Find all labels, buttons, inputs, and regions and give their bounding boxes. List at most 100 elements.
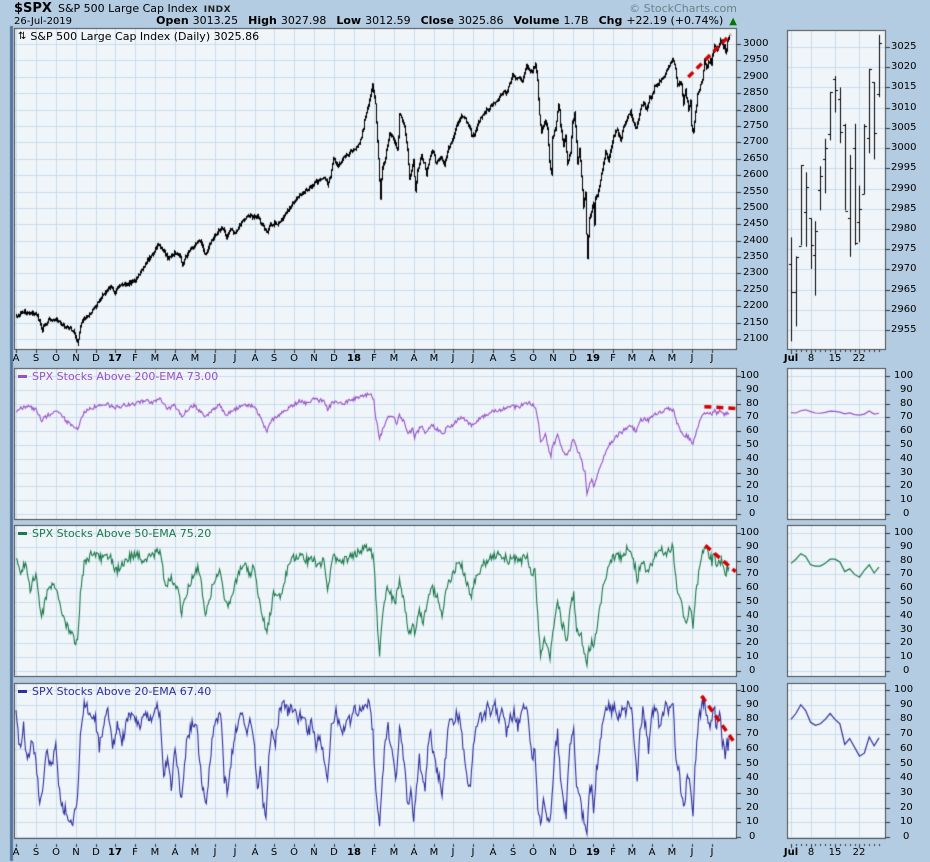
x-axis-month-label: N [549,847,557,858]
x-axis-month-label: S [270,847,278,858]
close-value: 3025.86 [458,14,504,27]
price-inset-y-axis-label: 2975 [891,243,917,254]
inset-x-axis-label: 22 [852,847,866,858]
chart-date: 26-Jul-2019 [14,16,73,27]
updown-arrows-icon: ⇅ [18,30,27,42]
above-50ema-title-text: SPX Stocks Above 50-EMA 75.20 [32,527,212,540]
x-axis-month-label: A [489,353,497,364]
low-label: Low [336,14,362,27]
indicator-y-axis-label: 40 [746,772,759,783]
price-inset-y-axis-label: 3000 [891,142,917,153]
open-label: Open [156,14,189,27]
x-axis-month-label: O [52,353,60,364]
above-50ema-title: SPX Stocks Above 50-EMA 75.20 [18,527,211,540]
indicator-inset-y-axis-label: 50 [900,439,913,450]
indicator-inset-y-axis-label: 80 [900,555,913,566]
x-axis-month-label: J [690,847,694,858]
indicator-y-axis-label: 20 [746,637,759,648]
exchange-label: INDX [203,5,232,15]
price-inset-y-axis-label: 3010 [891,102,917,113]
indicator-inset-y-axis-label: 100 [894,370,914,381]
legend-line-icon [18,532,27,535]
x-axis-month-label: M [627,847,637,858]
quote-summary: Open 3013.25 High 3027.98 Low 3012.59 Cl… [150,14,737,27]
x-axis-month-label: N [310,847,318,858]
stockcharts-copyright-link[interactable]: © StockCharts.com [629,2,737,15]
price-y-axis-label: 3000 [743,38,769,49]
x-axis-month-label: A [251,353,259,364]
x-axis-month-label: D [330,847,338,858]
indicator-inset-y-axis-label: 50 [900,758,913,769]
price-inset-y-axis-label: 2955 [891,324,917,335]
indicator-y-axis-label: 70 [746,411,759,422]
price-y-axis-label: 2450 [743,218,769,229]
x-axis-month-label: S [32,353,40,364]
x-axis-month-label: O [290,353,298,364]
price-inset-y-axis-label: 2965 [891,284,917,295]
x-axis-month-label: 19 [586,847,600,858]
x-axis-month-label: F [132,847,138,858]
x-axis-month-label: 19 [586,353,600,364]
indicator-y-axis-label: 100 [740,370,760,381]
indicator-inset-y-axis-label: 20 [900,637,913,648]
x-axis-month-label: 18 [347,353,361,364]
x-axis-month-label: M [389,353,399,364]
x-axis-month-label: S [509,847,517,858]
indicator-inset-y-axis-label: 80 [900,713,913,724]
indicator-inset-y-axis-label: 100 [894,684,914,695]
indicator-inset-y-axis-label: 30 [900,624,913,635]
x-axis-month-label: A [410,847,418,858]
indicator-y-axis-label: 50 [746,439,759,450]
indicator-inset-y-axis-label: 50 [900,596,913,607]
indicator-y-axis-label: 100 [740,527,760,538]
indicator-y-axis-label: 60 [746,425,759,436]
x-axis-month-label: M [429,353,439,364]
x-axis-month-label: J [471,847,475,858]
indicator-inset-y-axis-label: 60 [900,743,913,754]
above-200ema-title-text: SPX Stocks Above 200-EMA 73.00 [32,370,219,383]
x-axis-month-label: O [529,847,537,858]
open-value: 3013.25 [192,14,239,27]
volume-label: Volume [513,14,560,27]
index-name: S&P 500 Large Cap Index [57,2,198,15]
price-y-axis-label: 2750 [743,120,769,131]
indicator-inset-y-axis-label: 30 [900,787,913,798]
indicator-inset-y-axis-label: 40 [900,453,913,464]
indicator-inset-y-axis-label: 80 [900,398,913,409]
price-y-axis-label: 2150 [743,317,769,328]
x-axis-month-label: J [471,353,475,364]
inset-x-axis-label: 22 [852,353,866,364]
price-y-axis-label: 2700 [743,136,769,147]
x-axis-month-label: A [489,847,497,858]
price-panel-title: ⇅ S&P 500 Large Cap Index (Daily) 3025.8… [18,30,259,43]
x-axis-month-label: J [233,353,237,364]
indicator-y-axis-label: 90 [746,699,759,710]
x-axis-month-label: D [330,353,338,364]
indicator-inset-y-axis-label: 40 [900,610,913,621]
x-axis-month-label: A [12,353,20,364]
indicator-y-axis-label: 60 [746,743,759,754]
price-y-axis-label: 2300 [743,267,769,278]
above-20ema-title-text: SPX Stocks Above 20-EMA 67.40 [32,685,212,698]
indicator-inset-y-axis-label: 90 [900,541,913,552]
ticker-symbol: $SPX [14,1,52,16]
x-axis-month-label: M [150,847,160,858]
inset-x-axis-label: Jul [783,847,799,858]
legend-line-icon [18,690,27,693]
inset-x-axis-label: 8 [807,353,815,364]
x-axis-month-label: D [569,353,577,364]
x-axis-month-label: M [389,847,399,858]
price-inset-y-axis-label: 3025 [891,41,917,52]
high-value: 3027.98 [280,14,327,27]
x-axis-month-label: F [610,847,616,858]
indicator-y-axis-label: 30 [746,467,759,478]
x-axis-month-label: O [290,847,298,858]
indicator-y-axis-label: 80 [746,398,759,409]
indicator-y-axis-label: 10 [746,816,759,827]
x-axis-month-label: J [213,847,217,858]
indicator-y-axis-label: 20 [746,480,759,491]
indicator-y-axis-label: 10 [746,494,759,505]
indicator-y-axis-label: 30 [746,624,759,635]
x-axis-month-label: 17 [108,353,122,364]
